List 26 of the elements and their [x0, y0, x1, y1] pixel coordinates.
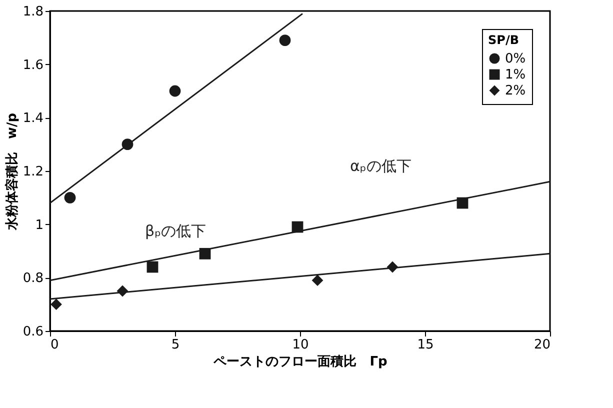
point [312, 274, 324, 286]
y-tick-label: 1.8 [22, 4, 44, 20]
annotation: αₚの低下 [350, 157, 412, 175]
x-tick-label: 10 [292, 338, 309, 352]
y-tick-label: 1.6 [22, 58, 44, 73]
y-tick-label: 0.8 [22, 271, 44, 286]
x-tick-label: 5 [171, 338, 180, 352]
x-axis-title: ペーストのフロー面積比 Γp [212, 354, 388, 370]
x-tick-label: 20 [534, 338, 550, 352]
point [50, 298, 62, 310]
point [279, 34, 291, 46]
legend-label: 1% [505, 68, 526, 82]
legend-label: 2% [505, 84, 526, 98]
y-tick-label: 1.2 [22, 164, 44, 180]
y-tick-label: 1 [35, 218, 44, 233]
y-axis-title: 水粉体容積比 w/p [4, 112, 20, 232]
point [169, 85, 181, 97]
point [146, 261, 158, 273]
legend-title: SP/B [488, 33, 519, 47]
x-tick-label: 0 [50, 338, 59, 352]
legend-label: 0% [505, 52, 526, 66]
point [64, 192, 76, 204]
annotation: βₚの低下 [145, 222, 206, 240]
y-tick-label: 1.4 [22, 111, 44, 126]
y-tick-label: 0.6 [22, 324, 44, 340]
x-tick-label: 15 [417, 338, 434, 352]
